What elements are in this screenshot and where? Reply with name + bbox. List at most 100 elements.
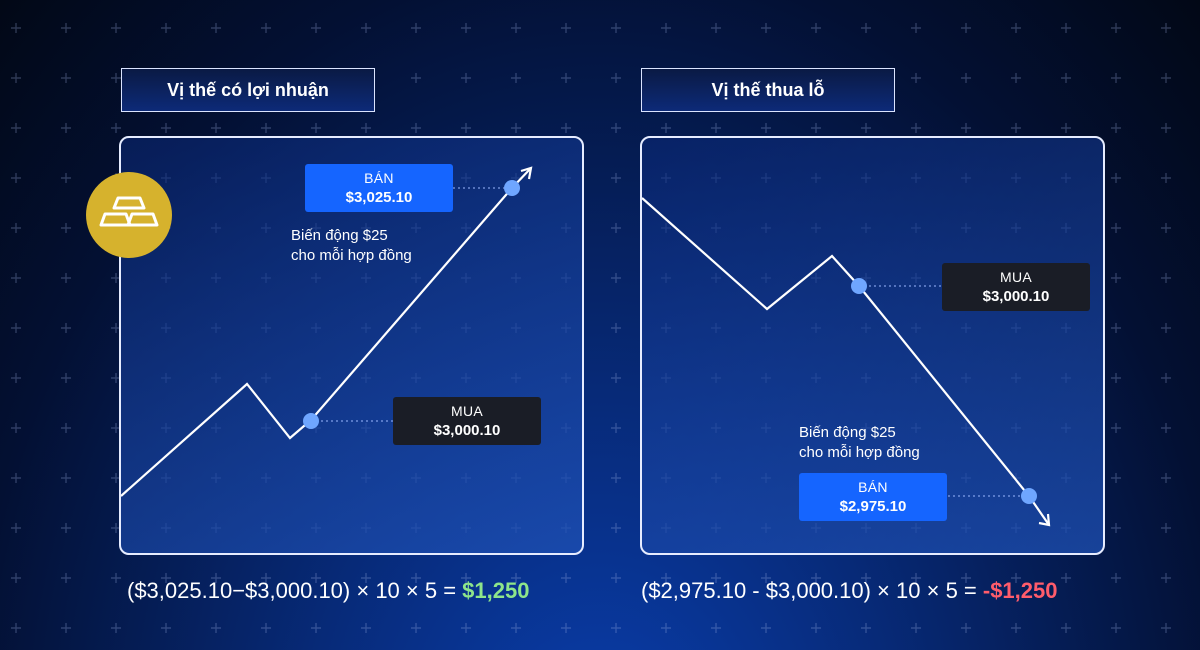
gold-bars-icon [86,172,172,258]
grid-plus-mark [1111,223,1121,233]
grid-plus-mark [1061,73,1071,83]
grid-plus-mark [11,573,21,583]
grid-plus-mark [1011,23,1021,33]
profit-sell-point [504,180,520,196]
grid-plus-mark [11,523,21,533]
profit-result: $1,250 [462,578,530,603]
profit-chart [121,166,533,497]
grid-plus-mark [1161,73,1171,83]
grid-plus-mark [861,623,871,633]
grid-plus-mark [961,623,971,633]
grid-plus-mark [611,23,621,33]
grid-plus-mark [61,373,71,383]
grid-plus-mark [11,23,21,33]
grid-plus-mark [561,623,571,633]
grid-plus-mark [1061,573,1071,583]
grid-plus-mark [211,23,221,33]
loss-arrow-head [1038,513,1051,527]
loss-result: -$1,250 [982,578,1058,603]
grid-plus-mark [911,23,921,33]
grid-plus-mark [1111,373,1121,383]
profit-chart-panel: BÁN $3,025.10 MUA $3,000.10 Biến động $2… [119,136,584,555]
grid-plus-mark [661,623,671,633]
loss-buy-side: MUA [999,269,1032,285]
grid-plus-mark [461,623,471,633]
grid-plus-mark [111,623,121,633]
grid-plus-mark [411,23,421,33]
grid-plus-mark [161,623,171,633]
grid-plus-mark [61,623,71,633]
grid-plus-mark [1111,523,1121,533]
loss-buy-label: MUA $3,000.10 [942,263,1090,311]
profit-title: Vị thế có lợi nhuận [167,79,329,100]
loss-formula: ($2,975.10 - $3,000.10) × 10 × 5 = -$1,2… [641,578,1058,604]
grid-plus-mark [811,23,821,33]
grid-plus-mark [761,23,771,33]
grid-plus-mark [611,373,621,383]
grid-plus-mark [261,123,271,133]
grid-plus-mark [111,123,121,133]
grid-plus-mark [1111,73,1121,83]
grid-plus-mark [11,423,21,433]
grid-plus-mark [1111,623,1121,633]
grid-plus-mark [761,623,771,633]
grid-plus-mark [311,123,321,133]
grid-plus-mark [1161,273,1171,283]
grid-plus-mark [561,573,571,583]
grid-plus-mark [61,223,71,233]
grid-plus-mark [961,23,971,33]
grid-plus-mark [61,73,71,83]
profit-buy-label: MUA $3,000.10 [393,397,541,445]
grid-plus-mark [461,73,471,83]
grid-plus-mark [1061,123,1071,133]
grid-plus-mark [561,23,571,33]
loss-formula-text: ($2,975.10 - $3,000.10) × 10 × 5 = [641,578,983,603]
loss-note-line1: Biến động $25 [799,424,896,441]
grid-plus-mark [111,573,121,583]
profit-note-line1: Biến động $25 [291,227,388,244]
grid-plus-mark [761,123,771,133]
grid-plus-mark [1161,373,1171,383]
profit-buy-price: $3,000.10 [433,422,501,439]
grid-plus-mark [1061,23,1071,33]
grid-plus-mark [61,23,71,33]
grid-plus-mark [511,123,521,133]
loss-sell-price: $2,975.10 [839,498,907,515]
loss-title-tag: Vị thế thua lỗ [641,68,895,112]
grid-plus-mark [561,123,571,133]
grid-plus-mark [1111,473,1121,483]
profit-title-tag: Vị thế có lợi nhuận [121,68,375,112]
loss-chart [642,197,1051,527]
grid-plus-mark [611,173,621,183]
grid-plus-mark [361,23,371,33]
grid-plus-mark [1161,473,1171,483]
loss-buy-point [851,278,867,294]
grid-plus-mark [611,423,621,433]
grid-plus-mark [511,23,521,33]
grid-plus-mark [311,23,321,33]
grid-plus-mark [11,173,21,183]
grid-plus-mark [461,23,471,33]
grid-plus-mark [1161,223,1171,233]
grid-plus-mark [1161,323,1171,333]
grid-plus-mark [311,623,321,633]
grid-plus-mark [611,623,621,633]
grid-plus-mark [611,123,621,133]
grid-plus-mark [1161,573,1171,583]
grid-plus-mark [561,73,571,83]
grid-plus-mark [611,223,621,233]
grid-plus-mark [711,23,721,33]
grid-plus-mark [1111,173,1121,183]
grid-plus-mark [611,73,621,83]
profit-note: Biến động $25 cho mỗi hợp đồng [291,226,412,266]
grid-plus-mark [11,623,21,633]
loss-chart-panel: MUA $3,000.10 BÁN $2,975.10 Biến động $2… [640,136,1105,555]
grid-plus-mark [1111,323,1121,333]
grid-plus-mark [11,123,21,133]
grid-plus-mark [861,23,871,33]
profit-sell-label: BÁN $3,025.10 [305,164,453,212]
grid-plus-mark [411,123,421,133]
profit-sell-price: $3,025.10 [345,189,413,206]
grid-plus-mark [711,123,721,133]
grid-plus-mark [1161,423,1171,433]
